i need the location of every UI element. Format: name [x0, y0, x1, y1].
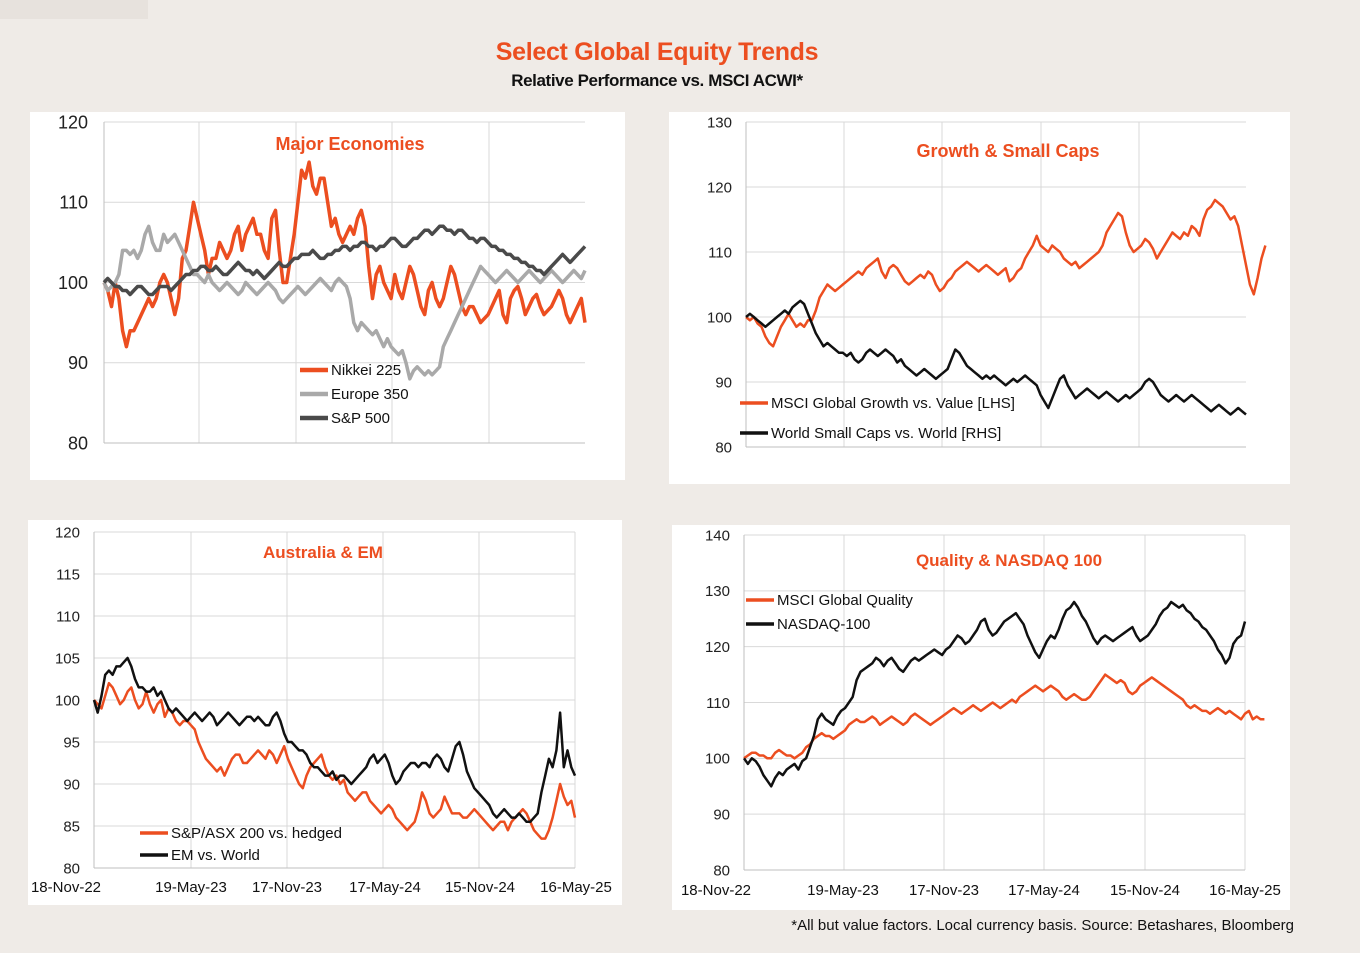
major-economies-panel: 80 90 100 110 120 Major Economies Nikkei 225 Eu…: [30, 112, 625, 480]
x-tick-label: 17-Nov-23: [252, 879, 322, 896]
x-tick-label: 15-Nov-24: [1110, 882, 1180, 899]
y-tick-label: 110: [59, 193, 88, 213]
y-tick-label: 80: [713, 862, 730, 879]
y-tick-label: 130: [707, 114, 732, 131]
series-line-0: [743, 673, 1265, 760]
legend-label: NASDAQ-100: [777, 616, 870, 633]
y-tick-label: 115: [56, 566, 80, 583]
legend-label: S&P/ASX 200 vs. hedged: [171, 825, 342, 842]
legend-label: EM vs. World: [171, 847, 260, 864]
legend-label: World Small Caps vs. World [RHS]: [771, 425, 1001, 442]
y-tick-label: 140: [705, 527, 730, 544]
x-tick-label: 16-May-25: [1209, 882, 1281, 899]
x-tick-label: 17-Nov-23: [909, 882, 979, 899]
legend-label: Nikkei 225: [331, 362, 401, 379]
x-tick-label: 18-Nov-22: [31, 879, 101, 896]
series-line-2: [102, 224, 587, 297]
chart-title: Australia & EM: [263, 543, 383, 562]
australia-em-panel: 80 85 90 95 100 105 110 115 120 Australia & EM S&P…: [28, 520, 622, 905]
x-tick-label: 17-May-24: [349, 879, 421, 896]
series-line-1: [102, 224, 587, 381]
y-tick-label: 120: [707, 179, 732, 196]
legend-label: S&P 500: [331, 410, 390, 427]
y-tick-label: 80: [68, 433, 88, 453]
y-tick-label: 85: [63, 818, 80, 835]
page-title: Select Global Equity Trends: [495, 38, 819, 66]
quality-nasdaq-panel: 80 90 100 110 120 130 140 Quality & NASDAQ 100 M…: [672, 525, 1290, 910]
y-tick-label: 110: [706, 695, 730, 712]
chart-title: Growth & Small Caps: [916, 141, 1099, 161]
y-tick-label: 90: [715, 374, 732, 391]
x-tick-label: 19-May-23: [807, 882, 879, 899]
series-line-1: [745, 299, 1247, 416]
series-line-1: [742, 600, 1247, 788]
x-tick-label: 19-May-23: [155, 879, 227, 896]
y-tick-label: 90: [68, 353, 88, 373]
series-line-0: [745, 198, 1267, 348]
y-tick-label: 120: [55, 524, 80, 541]
x-tick-label: 15-Nov-24: [445, 879, 515, 896]
page-subtitle: Relative Performance vs. MSCI ACWI*: [511, 71, 803, 90]
y-tick-label: 120: [705, 639, 730, 656]
y-tick-label: 100: [55, 692, 80, 709]
y-tick-label: 110: [708, 244, 732, 261]
series-line-1: [92, 656, 577, 824]
legend-label: MSCI Global Quality: [777, 592, 913, 609]
australia-em-chart: 80 85 90 95 100 105 110 115 120 Australia & EM S&P…: [31, 524, 612, 896]
y-tick-label: 90: [713, 806, 730, 823]
y-tick-label: 110: [56, 608, 80, 625]
x-tick-label: 17-May-24: [1008, 882, 1080, 899]
legend-label: Europe 350: [331, 386, 409, 403]
series-line-0: [102, 160, 587, 349]
chart-title: Major Economies: [275, 134, 424, 154]
y-tick-label: 105: [55, 650, 80, 667]
major-economies-chart: 80 90 100 110 120 Major Economies Nikkei 225 Eu…: [58, 112, 587, 453]
growth-smallcaps-panel: 80 90 100 110 120 130 Growth & Small Caps MSCI …: [669, 112, 1290, 484]
x-tick-label: 16-May-25: [540, 879, 612, 896]
source-footnote: *All but value factors. Local currency b…: [791, 917, 1294, 934]
chart-title: Quality & NASDAQ 100: [916, 551, 1102, 570]
y-tick-label: 80: [715, 439, 732, 456]
y-tick-label: 100: [705, 751, 730, 768]
series-line-0: [93, 681, 577, 840]
y-tick-label: 100: [707, 309, 732, 326]
legend-label: MSCI Global Growth vs. Value [LHS]: [771, 395, 1015, 412]
y-tick-label: 130: [705, 583, 730, 600]
growth-smallcaps-chart: 80 90 100 110 120 130 Growth & Small Caps MSCI …: [707, 114, 1267, 456]
y-tick-label: 100: [58, 273, 88, 293]
y-tick-label: 90: [63, 776, 80, 793]
y-tick-label: 95: [63, 734, 80, 751]
y-tick-label: 80: [63, 860, 80, 877]
x-tick-label: 18-Nov-22: [681, 882, 751, 899]
quality-nasdaq-chart: 80 90 100 110 120 130 140 Quality & NASDAQ 100 M…: [681, 527, 1281, 899]
y-tick-label: 120: [58, 112, 88, 132]
sheet-tab-stub: [0, 0, 148, 19]
